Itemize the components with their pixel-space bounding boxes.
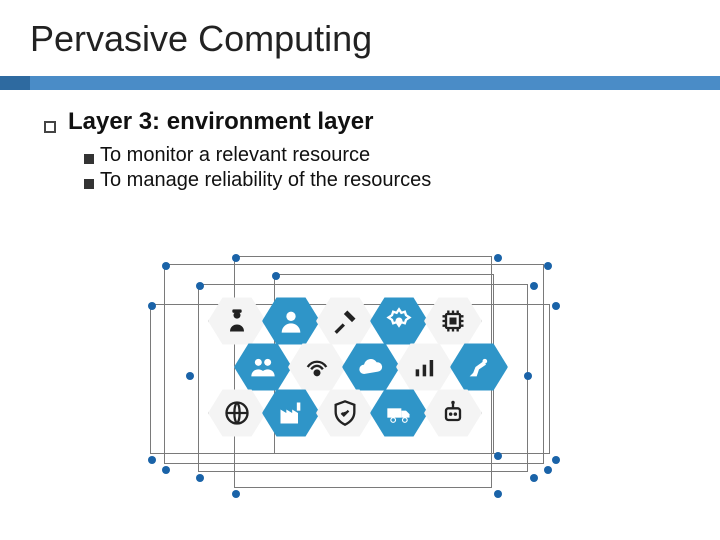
sub-bullet: To monitor a relevant resource [84,144,680,167]
heading-bullet: Layer 3: environment layer [44,108,680,136]
network-node [232,490,240,498]
hex-network-diagram [144,252,574,512]
heading-text: Layer 3: environment layer [68,108,373,136]
network-node [552,456,560,464]
bullet-marker-open [44,121,56,133]
network-node [544,466,552,474]
network-node [232,254,240,262]
title-divider-cap [0,76,30,90]
network-node [196,474,204,482]
network-node [148,456,156,464]
network-node [272,272,280,280]
sub-bullet-text: To manage reliability of the resources [100,169,431,192]
network-node [530,474,538,482]
bullet-marker-solid [84,154,94,164]
sub-bullet-text: To monitor a relevant resource [100,144,370,167]
network-node [530,282,538,290]
slide-title: Pervasive Computing [0,0,720,68]
network-node [524,372,532,380]
network-node [162,262,170,270]
network-node [148,302,156,310]
network-node [544,262,552,270]
network-node [494,452,502,460]
sub-bullet: To manage reliability of the resources [84,169,680,192]
network-node [196,282,204,290]
network-node [186,372,194,380]
network-node [494,490,502,498]
title-divider [0,76,720,90]
bullet-marker-solid [84,179,94,189]
network-node [162,466,170,474]
network-node [494,254,502,262]
network-node [552,302,560,310]
